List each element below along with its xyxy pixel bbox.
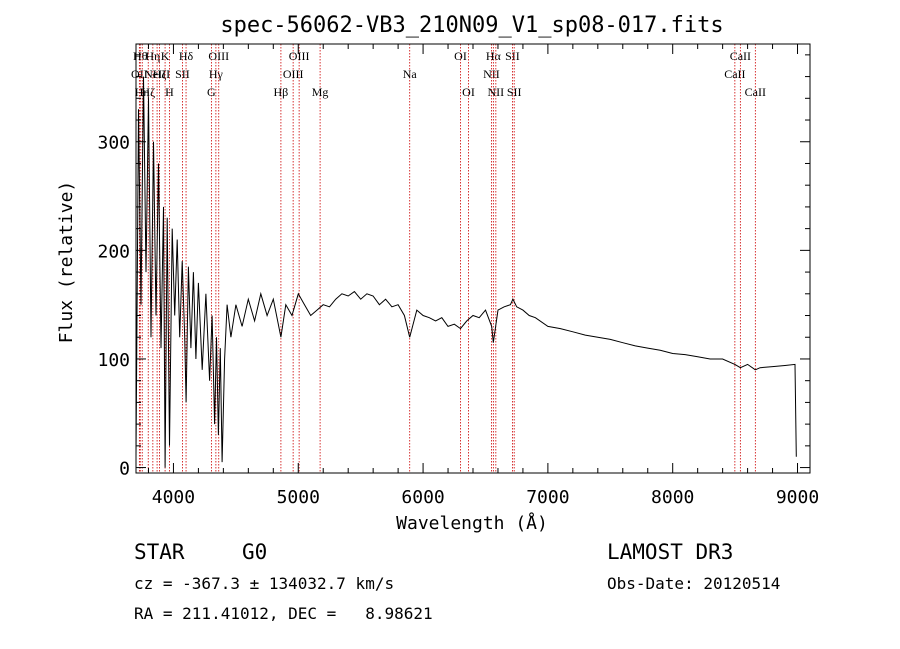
line-markers: OIIHθHηHζHηNeIIIHζKHSIIHδGHγOIIIHβOIIIOI…	[131, 44, 766, 473]
line-marker-label-23: NII	[488, 85, 505, 99]
x-tick-label-4000: 4000	[152, 487, 195, 508]
line-marker-label-26: CaII	[724, 67, 745, 81]
y-tick-label-100: 100	[97, 350, 130, 371]
coordinates: RA = 211.41012, DEC = 8.98621	[134, 604, 433, 623]
line-marker-label-7: K	[161, 49, 170, 63]
chart-title: spec-56062-VB3_210N09_V1_sp08-017.fits	[220, 13, 723, 38]
line-marker-label-6: Hζ	[153, 67, 167, 81]
obs-date: Obs-Date: 20120514	[607, 574, 781, 593]
line-marker-label-1: Hθ	[133, 49, 148, 63]
line-marker-label-28: CaII	[745, 85, 766, 99]
y-tick-label-300: 300	[97, 133, 130, 154]
x-tick-label-9000: 9000	[776, 487, 819, 508]
line-marker-label-15: OIII	[283, 67, 304, 81]
object-class: STAR	[134, 540, 185, 564]
flux-series	[135, 76, 797, 468]
line-marker-label-24: SII	[505, 49, 520, 63]
line-marker-label-11: G	[207, 85, 216, 99]
y-axis-label: Flux (relative)	[56, 181, 77, 344]
x-axis: 4000 5000 6000 7000 8000 9000	[147, 44, 819, 508]
line-marker-label-27: CaII	[730, 49, 751, 63]
x-tick-label-8000: 8000	[651, 487, 694, 508]
line-marker-label-10: Hδ	[179, 49, 194, 63]
line-marker-label-3: Hζ	[141, 85, 155, 99]
line-marker-label-21: NII	[483, 67, 500, 81]
line-marker-label-22: Hα	[486, 49, 502, 63]
object-subclass: G0	[242, 540, 268, 564]
y-tick-label-0: 0	[119, 459, 130, 480]
survey-name: LAMOST DR3	[607, 540, 734, 564]
line-marker-label-14: Hβ	[274, 85, 289, 99]
flux-line-0	[135, 76, 797, 468]
line-marker-label-16: OIII	[289, 49, 310, 63]
line-marker-label-25: SII	[507, 85, 522, 99]
redshift-readout: cz = -367.3 ± 134032.7 km/s	[134, 574, 395, 593]
x-tick-label-7000: 7000	[526, 487, 569, 508]
line-marker-label-18: Na	[403, 67, 418, 81]
line-marker-label-13: OIII	[208, 49, 229, 63]
x-axis-label: Wavelength (Å)	[396, 512, 548, 534]
line-marker-label-8: H	[165, 85, 174, 99]
y-tick-label-200: 200	[97, 241, 130, 262]
line-marker-label-4: Hη	[145, 49, 160, 63]
plot-frame	[135, 43, 811, 474]
line-marker-label-2: Hη	[135, 85, 150, 99]
line-marker-label-19: OI	[454, 49, 467, 63]
y-axis: 0 100 200 300	[97, 54, 810, 480]
line-marker-label-17: Mg	[312, 85, 329, 99]
x-tick-label-5000: 5000	[277, 487, 320, 508]
line-marker-label-5: NeIII	[144, 67, 170, 81]
line-marker-label-20: OI	[462, 85, 475, 99]
line-marker-label-9: SII	[175, 67, 190, 81]
line-marker-label-12: Hγ	[209, 67, 224, 81]
x-tick-label-6000: 6000	[401, 487, 444, 508]
